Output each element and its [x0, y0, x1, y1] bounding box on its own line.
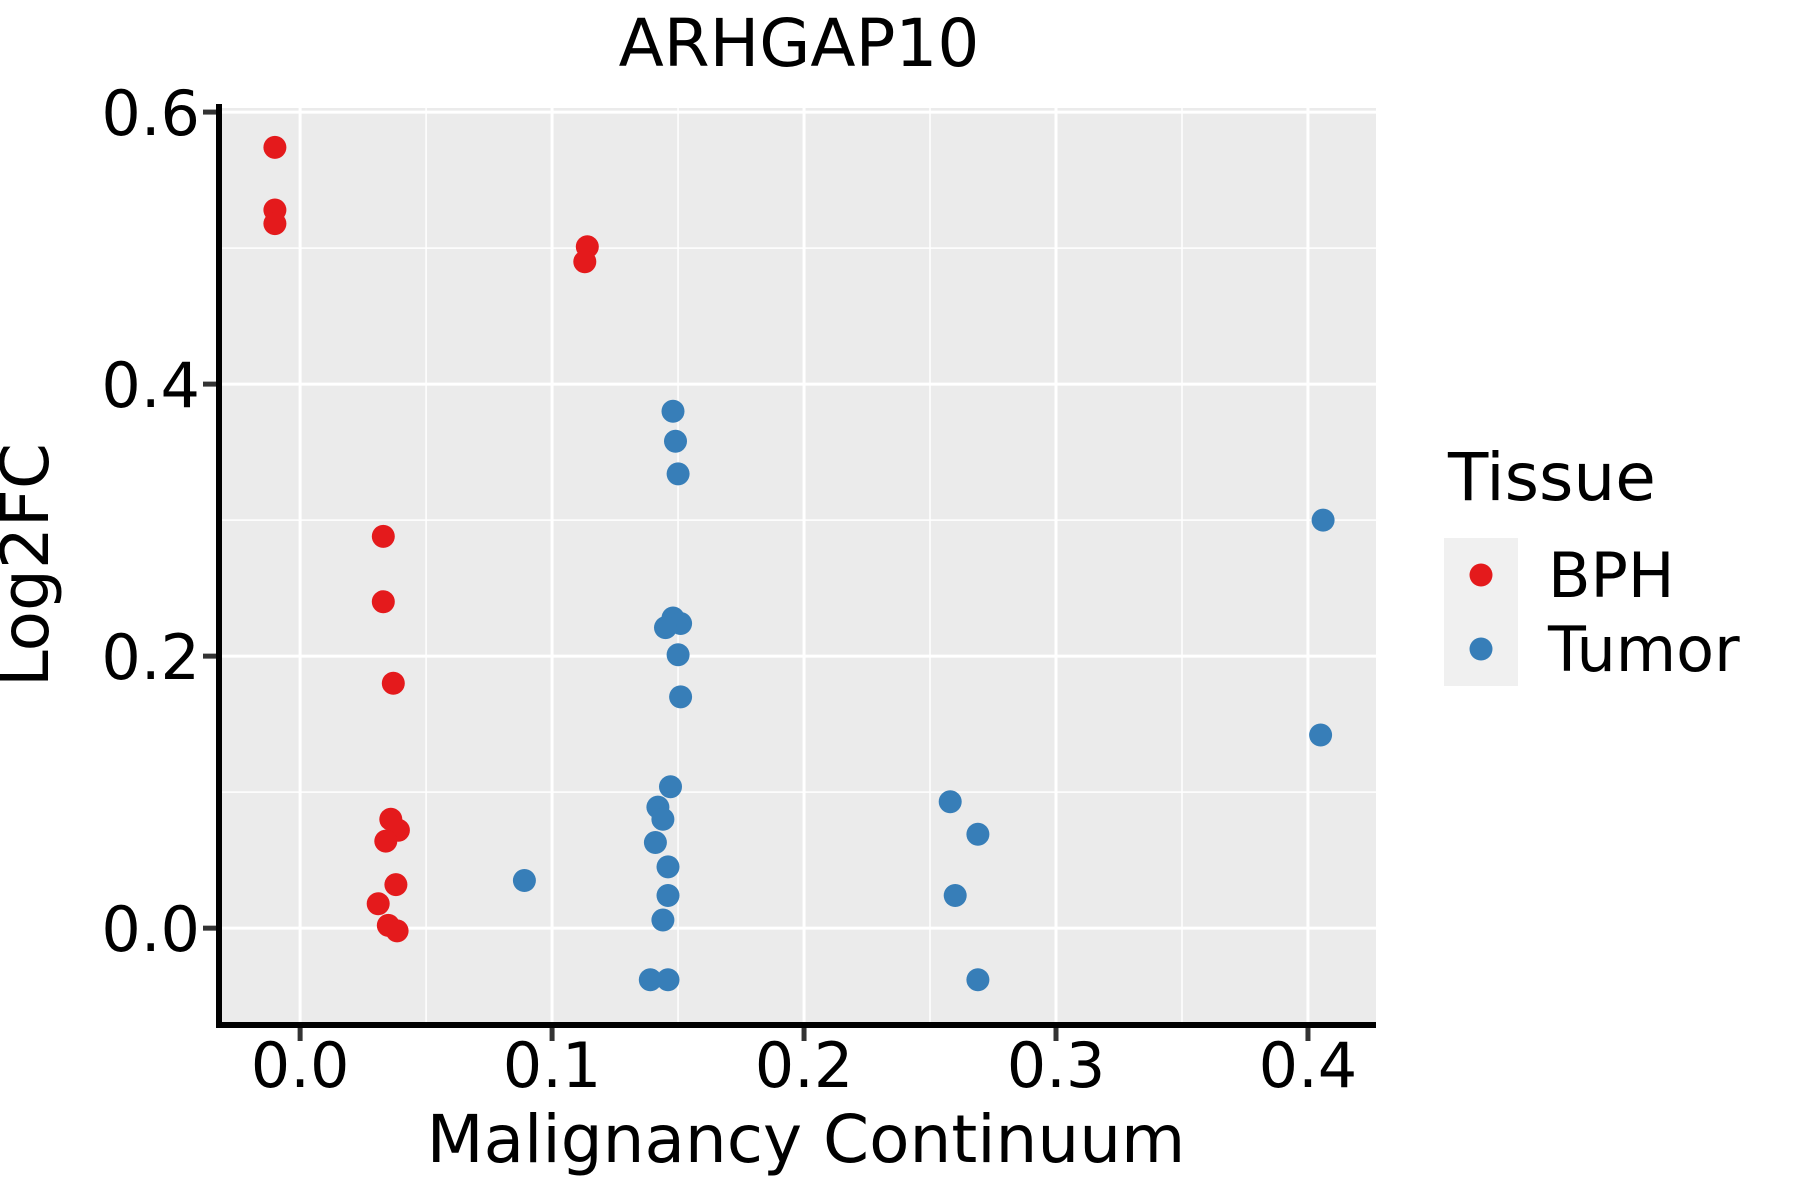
points-layer	[263, 135, 1335, 992]
y-tick-label: 0.0	[101, 893, 200, 966]
y-axis-title: Log2FC	[0, 443, 64, 687]
data-point	[661, 399, 685, 423]
data-point	[371, 590, 395, 614]
data-point	[263, 135, 287, 159]
legend-entry-tumor: Tumor	[1444, 612, 1740, 686]
data-point	[938, 790, 962, 814]
data-point	[371, 524, 395, 548]
chart-title: ARHGAP10	[619, 5, 980, 82]
data-point	[656, 855, 680, 879]
data-point	[943, 884, 967, 907]
legend-label-tumor: Tumor	[1547, 613, 1740, 686]
data-point	[659, 775, 682, 799]
data-point	[263, 212, 287, 236]
data-point	[654, 616, 677, 640]
data-point	[656, 884, 680, 907]
data-point	[512, 869, 536, 892]
axes-layer: 0.0 0.1 0.2 0.3 0.4 0.0 0.2 0.4 0.6	[101, 77, 1376, 1102]
data-point	[366, 892, 390, 916]
panel-background	[222, 108, 1376, 1022]
x-tick-label: 0.3	[1007, 1029, 1106, 1102]
data-point	[385, 919, 409, 943]
legend-label-bph: BPH	[1548, 539, 1675, 612]
data-point	[666, 462, 690, 486]
legend-entry-bph: BPH	[1444, 538, 1675, 612]
data-point	[374, 829, 398, 853]
data-point	[573, 250, 597, 274]
data-point	[381, 671, 405, 695]
x-tick-label: 0.1	[503, 1029, 602, 1102]
legend-title: Tissue	[1447, 439, 1656, 516]
data-point	[643, 831, 667, 854]
y-tick-label: 0.6	[101, 77, 200, 150]
data-point	[638, 968, 662, 992]
data-point	[656, 968, 680, 992]
legend: Tissue BPH Tumor	[1444, 439, 1740, 686]
data-point	[664, 429, 687, 453]
y-tick-label: 0.2	[101, 621, 200, 694]
data-point	[651, 807, 675, 831]
data-point	[1311, 508, 1335, 532]
plot-panel	[222, 108, 1376, 1022]
x-tick-label: 0.0	[251, 1029, 350, 1102]
data-point	[1309, 723, 1333, 747]
data-point	[669, 685, 693, 709]
legend-key-dot-tumor	[1469, 637, 1493, 661]
data-point	[666, 643, 690, 667]
data-point	[966, 968, 990, 992]
x-tick-label: 0.4	[1259, 1029, 1358, 1102]
legend-key-dot-bph	[1469, 563, 1493, 587]
data-point	[651, 908, 675, 932]
x-axis-title: Malignancy Continuum	[427, 1101, 1186, 1178]
data-point	[384, 873, 408, 897]
x-tick-label: 0.2	[755, 1029, 854, 1102]
data-point	[966, 822, 990, 846]
y-tick-label: 0.4	[101, 349, 200, 422]
